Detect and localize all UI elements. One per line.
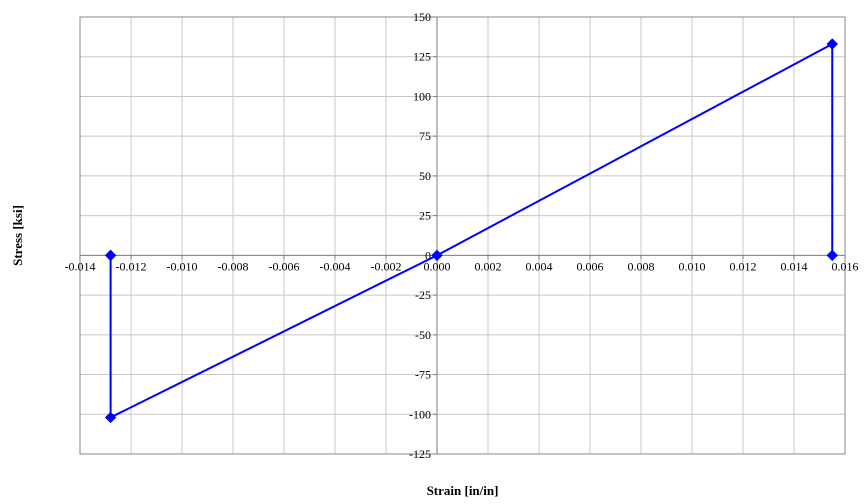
x-tick-label: 0.004 — [526, 259, 553, 273]
x-tick-label: 0.002 — [475, 259, 502, 273]
x-tick-label: -0.014 — [65, 259, 96, 273]
x-tick-label: 0.008 — [628, 259, 655, 273]
x-tick-label: 0.010 — [679, 259, 706, 273]
axes — [79, 16, 846, 455]
y-tick-label: 125 — [413, 50, 431, 64]
data-point — [431, 249, 443, 262]
x-tick-label: 0.014 — [781, 259, 808, 273]
y-tick-label: 75 — [419, 129, 431, 143]
y-tick-label: 150 — [413, 10, 431, 24]
x-tick-label: 0.000 — [424, 259, 451, 273]
x-tick-label: -0.008 — [218, 259, 249, 273]
tick-labels: -0.014 -0.012 -0.010 -0.008 -0.006 -0.004 -0.0… — [65, 10, 859, 461]
x-tick-label: -0.012 — [116, 259, 147, 273]
y-axis-title: Stress [ksi] — [10, 205, 25, 266]
x-tick-label: 0.012 — [730, 259, 757, 273]
plot-area — [79, 16, 846, 455]
y-tick-label: 0 — [425, 248, 431, 262]
data-point — [104, 411, 117, 424]
data-series — [104, 38, 838, 424]
x-tick-label: -0.006 — [269, 259, 300, 273]
x-tick-label: -0.010 — [167, 259, 198, 273]
y-tick-label: -100 — [409, 407, 431, 421]
y-tick-label: 100 — [413, 89, 431, 103]
series-line — [109, 43, 834, 419]
y-tick-label: -125 — [409, 447, 431, 461]
data-point — [104, 249, 117, 262]
data-point — [826, 38, 838, 50]
y-tick-label: -50 — [415, 328, 431, 342]
y-tick-label: -25 — [415, 288, 431, 302]
x-tick-label: 0.016 — [832, 259, 859, 273]
x-tick-label: 0.006 — [577, 259, 604, 273]
grid — [79, 16, 846, 455]
x-axis-title: Strain [in/in] — [427, 483, 499, 498]
x-tick-label: -0.002 — [371, 259, 402, 273]
y-tick-label: 25 — [419, 209, 431, 223]
x-tick-label: -0.004 — [320, 259, 351, 273]
y-tick-label: 50 — [419, 169, 431, 183]
y-tick-label: -75 — [415, 368, 431, 382]
data-point — [826, 249, 838, 262]
